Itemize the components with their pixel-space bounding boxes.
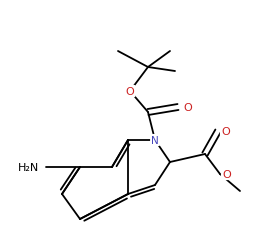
Text: O: O <box>221 126 230 136</box>
Text: O: O <box>183 102 192 113</box>
Text: N: N <box>151 136 159 145</box>
Text: O: O <box>222 169 231 179</box>
Text: H₂N: H₂N <box>17 162 39 172</box>
Text: O: O <box>126 87 134 97</box>
